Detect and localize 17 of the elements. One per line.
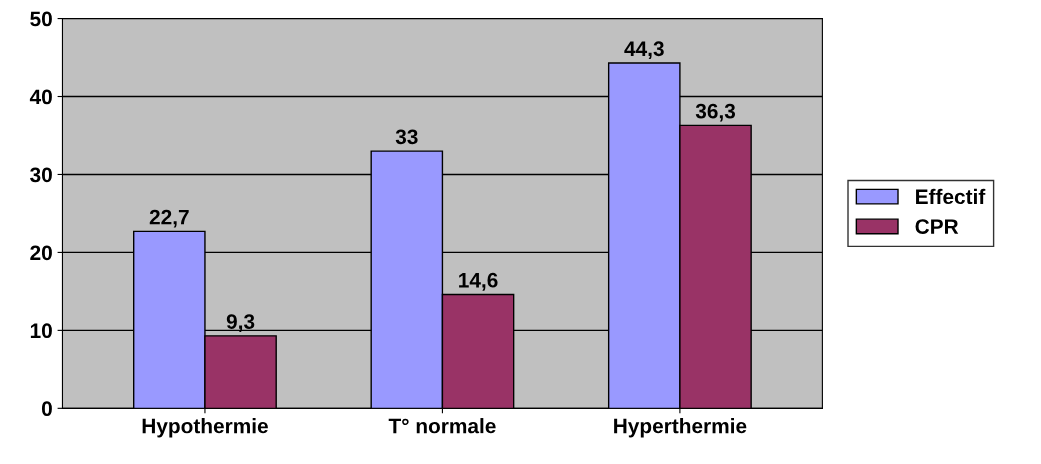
y-tick-label: 50	[30, 11, 52, 27]
data-label: 36,3	[695, 103, 736, 122]
x-tick-label: T° normale	[388, 418, 496, 434]
data-label: 22,7	[149, 209, 189, 228]
legend-label: Effectif	[916, 188, 986, 205]
y-tick-label: 20	[30, 245, 52, 261]
y-tick-label: 30	[30, 167, 52, 183]
y-tick-label: 40	[29, 89, 52, 105]
legend-label: CPR	[915, 219, 959, 234]
x-tick-label: Hyperthermie	[614, 418, 747, 438]
data-label: 14,6	[459, 272, 498, 291]
data-label: 44,3	[624, 41, 664, 60]
data-label: 9,3	[226, 314, 255, 332]
y-tick-label: 0	[41, 401, 52, 417]
data-label: 33	[395, 129, 418, 145]
x-tick-label: Hypothermie	[142, 418, 268, 438]
y-tick-label: 10	[30, 323, 52, 339]
